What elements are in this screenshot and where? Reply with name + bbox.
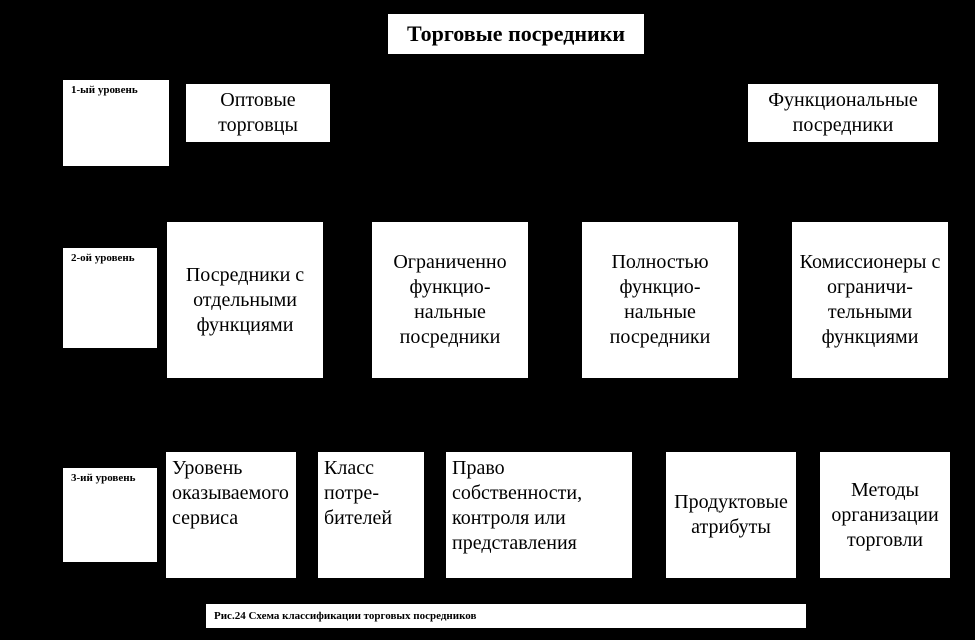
level-2-label-text: 2-ой уровень — [71, 252, 135, 264]
level-2-label: 2-ой уровень — [63, 248, 157, 348]
node-text: Класс потре­бителей — [324, 456, 418, 531]
node-text: Функциональные посредники — [754, 88, 932, 138]
root-node: Торговые посредники — [386, 12, 646, 56]
level-2-node-commissioners-limited: Комиссио­неры с ограничи­тельными функци… — [790, 220, 950, 380]
node-text: Методы организа­ции торговли — [826, 478, 944, 553]
node-text: Полностью функцио­нальные посредники — [588, 250, 732, 350]
diagram-canvas: Торговые посредники 1-ый уровень Оптовые… — [0, 0, 975, 640]
figure-caption-text: Рис.24 Схема классификации торговых поср… — [214, 610, 476, 622]
level-1-node-wholesale-traders: Оптовые торговцы — [184, 82, 332, 144]
level-2-node-limited-functional: Ограни­ченно функцио­нальные посредники — [370, 220, 530, 380]
level-3-label: 3-ий уровень — [63, 468, 157, 562]
node-text: Право собственности, контроля или предст… — [452, 456, 626, 556]
level-3-node-ownership-rights: Право собственности, контроля или предст… — [444, 450, 634, 580]
level-3-label-text: 3-ий уровень — [71, 472, 135, 484]
level-1-label: 1-ый уровень — [63, 80, 169, 166]
level-2-node-separate-functions: Посредники с отдель­ными функциями — [165, 220, 325, 380]
node-text: Оптовые торговцы — [192, 88, 324, 138]
level-1-label-text: 1-ый уровень — [71, 84, 138, 96]
level-3-node-product-attributes: Продукто­вые атрибуты — [664, 450, 798, 580]
level-3-node-service-level: Уровень оказы­ваемого сервиса — [164, 450, 298, 580]
node-text: Продукто­вые атрибуты — [672, 490, 790, 540]
level-1-node-functional-intermediaries: Функциональные посредники — [746, 82, 940, 144]
node-text: Уровень оказы­ваемого сервиса — [172, 456, 290, 531]
level-3-node-trade-methods: Методы организа­ции торговли — [818, 450, 952, 580]
node-text: Комиссио­неры с ограничи­тельными функци… — [798, 250, 942, 350]
level-3-node-consumer-class: Класс потре­бителей — [316, 450, 426, 580]
node-text: Ограни­ченно функцио­нальные посредники — [378, 250, 522, 350]
level-2-node-fully-functional: Полностью функцио­нальные посредники — [580, 220, 740, 380]
node-text: Посредники с отдель­ными функциями — [173, 263, 317, 338]
root-node-text: Торговые посредники — [407, 20, 625, 48]
figure-caption: Рис.24 Схема классификации торговых поср… — [206, 604, 806, 628]
